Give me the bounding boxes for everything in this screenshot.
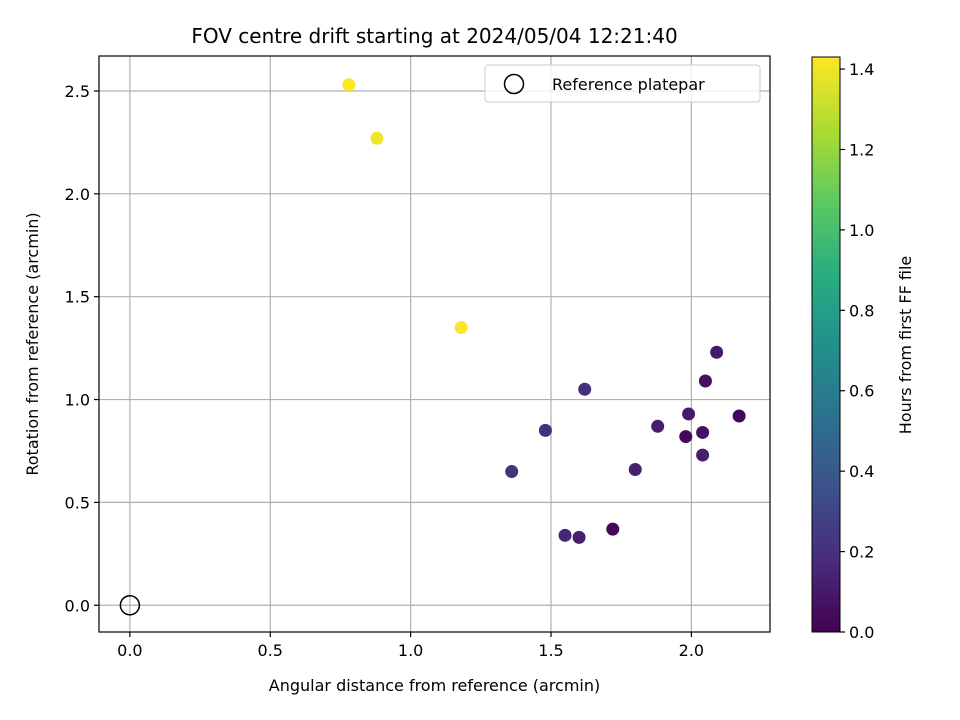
y-tick-label: 0.0 <box>65 596 90 615</box>
data-points <box>119 78 746 616</box>
data-point <box>698 374 712 388</box>
colorbar-tick-label: 1.4 <box>849 60 874 79</box>
colorbar-tick-label: 1.0 <box>849 221 874 240</box>
reference-point-marker <box>119 595 141 616</box>
y-tick-label: 1.5 <box>65 288 90 307</box>
colorbar: 0.0 0.2 0.4 0.6 0.8 1.0 1.2 1.4 Hours from firs… <box>811 56 915 642</box>
data-point <box>370 131 384 145</box>
colorbar-tick-label: 0.4 <box>849 462 874 481</box>
data-point <box>682 407 696 421</box>
legend: Reference platepar <box>484 64 761 103</box>
y-tick-label: 1.0 <box>65 391 90 410</box>
colorbar-tick-label: 0.6 <box>849 382 874 401</box>
colorbar-gradient <box>811 56 841 633</box>
data-point <box>572 530 586 544</box>
x-tick-label: 0.5 <box>258 641 283 660</box>
legend-box <box>484 64 761 103</box>
data-point <box>342 78 356 92</box>
data-point <box>696 425 710 439</box>
legend-reference-marker <box>503 73 525 95</box>
y-tick-label: 2.5 <box>65 82 90 101</box>
data-point <box>454 321 468 335</box>
plot-frame <box>98 55 771 633</box>
data-point <box>732 409 746 423</box>
data-point <box>578 382 592 396</box>
colorbar-tick-label: 1.2 <box>849 140 874 159</box>
data-point <box>558 528 572 542</box>
axis-ticks: 0.0 0.5 1.0 1.5 2.0 0.0 0.5 1.0 1.5 2.0 2.5 <box>65 82 705 660</box>
data-point <box>538 423 552 437</box>
colorbar-tick-label: 0.0 <box>849 623 874 642</box>
x-tick-label: 0.0 <box>117 641 142 660</box>
data-point <box>679 430 693 444</box>
data-point <box>505 465 519 479</box>
x-tick-label: 1.5 <box>538 641 563 660</box>
data-point <box>696 448 710 462</box>
y-axis-label: Rotation from reference (arcmin) <box>23 212 42 475</box>
data-point <box>651 419 665 433</box>
x-tick-label: 1.0 <box>398 641 423 660</box>
data-point <box>710 345 724 359</box>
chart-title: FOV centre drift starting at 2024/05/04 … <box>191 24 677 48</box>
y-tick-label: 0.5 <box>65 493 90 512</box>
grid-lines <box>99 56 770 632</box>
data-point <box>606 522 620 536</box>
colorbar-label: Hours from first FF file <box>896 256 915 435</box>
x-axis-label: Angular distance from reference (arcmin) <box>269 676 600 695</box>
x-tick-label: 2.0 <box>679 641 704 660</box>
legend-label-reference: Reference platepar <box>552 75 705 94</box>
colorbar-ticks: 0.0 0.2 0.4 0.6 0.8 1.0 1.2 1.4 <box>840 60 874 642</box>
y-tick-label: 2.0 <box>65 185 90 204</box>
colorbar-tick-label: 0.2 <box>849 543 874 562</box>
colorbar-tick-label: 0.8 <box>849 301 874 320</box>
data-point <box>628 462 642 476</box>
